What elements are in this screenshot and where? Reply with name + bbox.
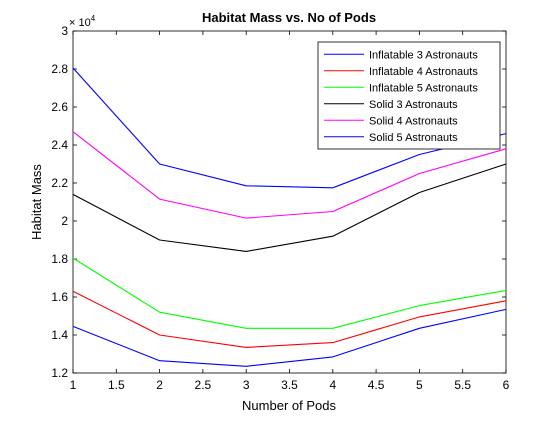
y-axis-exponent: × 104 [69,14,96,29]
series-line [72,163,507,252]
x-tick-label: 1.5 [108,378,125,392]
series-line [72,67,507,189]
x-axis-label: Number of Pods [242,398,336,413]
series-line [72,131,507,219]
y-axis-exponent-base: × 10 [69,17,91,29]
x-tick-label: 3.5 [281,378,298,392]
y-axis-label: Habitat Mass [29,164,44,240]
x-tick-label: 6 [503,378,510,392]
series-line [72,257,507,329]
y-tick-label: 1.8 [51,252,68,266]
x-tick-label: 5 [416,378,423,392]
y-tick-label: 3 [61,24,68,38]
legend-label: Inflatable 5 Astronauts [369,82,478,94]
legend-label: Solid 5 Astronauts [369,132,458,144]
y-tick-label: 2.2 [51,176,68,190]
x-tick-label: 4 [329,378,336,392]
legend-label: Inflatable 4 Astronauts [369,66,478,78]
legend-label: Inflatable 3 Astronauts [369,49,478,61]
chart-title: Habitat Mass vs. No of Pods [202,10,376,25]
legend-label: Solid 3 Astronauts [369,99,458,111]
y-tick-label: 2 [61,214,68,228]
legend-box [317,41,501,150]
series-line [72,290,507,348]
y-axis-exponent-power: 4 [91,14,96,23]
x-tick-label: 5.5 [454,378,471,392]
y-tick-label: 2.4 [51,138,68,152]
y-tick-label: 1.6 [51,290,68,304]
legend: Inflatable 3 Astronauts Inflatable 4 Astr… [317,41,501,150]
y-tick-label: 1.2 [51,366,68,380]
x-tick-label: 2 [156,378,163,392]
x-tick-label: 1 [70,378,77,392]
x-tick-label: 2.5 [195,378,212,392]
y-tick-label: 1.4 [51,328,68,342]
x-tick-label: 3 [243,378,250,392]
series-line [72,308,507,367]
y-tick-label: 2.8 [51,62,68,76]
y-tick-label: 2.6 [51,100,68,114]
x-tick-label: 4.5 [368,378,385,392]
legend-label: Solid 4 Astronauts [369,115,458,127]
